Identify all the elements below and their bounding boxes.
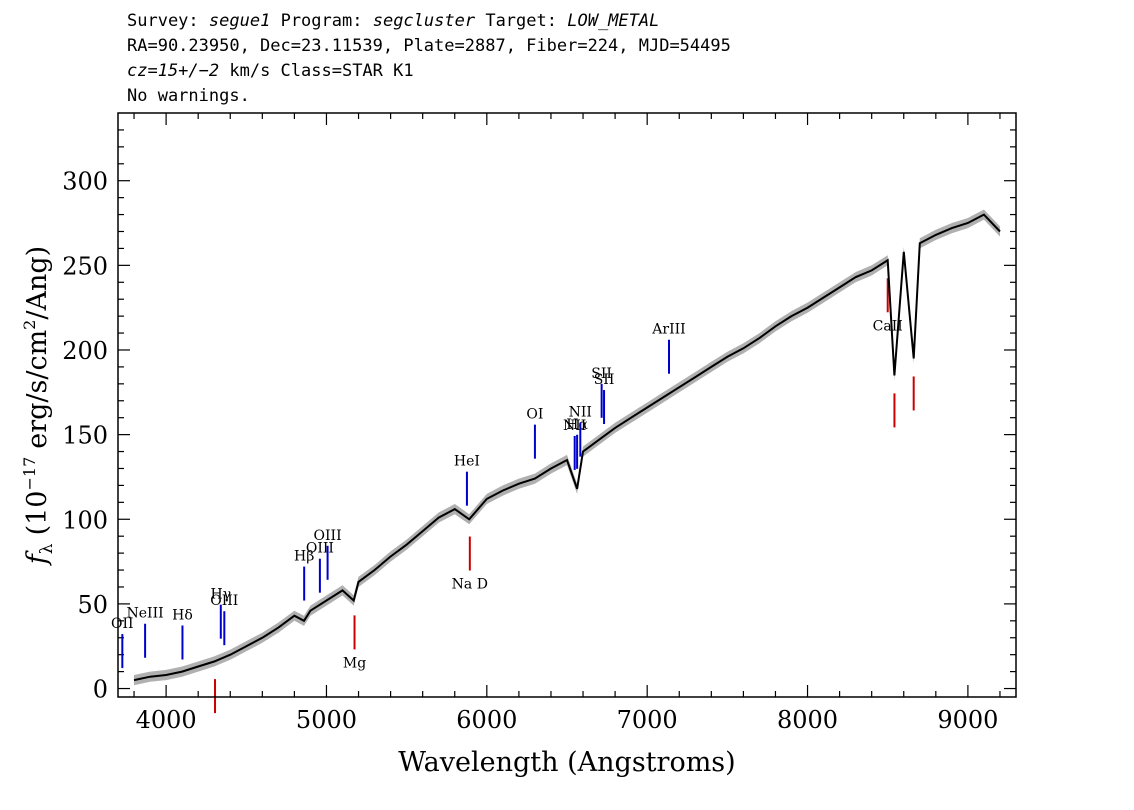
program-label: Program:	[280, 11, 363, 31]
y-axis-symbol: f	[22, 550, 53, 566]
cz-value: cz=15+/−2	[127, 61, 220, 81]
emission-line-label: Hβ	[294, 549, 314, 565]
x-axis-title: Wavelength (Angstroms)	[398, 747, 735, 778]
header-line-2: RA=90.23950, Dec=23.11539, Plate=2887, F…	[127, 36, 731, 56]
emission-line-label: NeIII	[127, 606, 164, 622]
x-tick-label: 7000	[617, 706, 678, 734]
x-tick-labels: 4000 5000 6000 7000 8000 9000	[136, 706, 999, 734]
target-value: LOW_METAL	[567, 11, 660, 31]
emission-line-label: Hγ	[210, 587, 231, 603]
emission-line-label: HeI	[454, 454, 480, 470]
spectrum-series	[133, 209, 1001, 686]
plot-frame	[117, 112, 1017, 698]
error-band	[134, 209, 1000, 686]
cz-units-class: km/s Class=STAR K1	[229, 61, 414, 81]
y-tick-label: 300	[62, 168, 108, 196]
spectrum-line	[133, 213, 1001, 682]
absorption-line-label: CaII	[873, 318, 903, 334]
target-label: Target:	[485, 11, 557, 31]
emission-line-label: NII	[569, 405, 592, 421]
emission-line-label: OIII	[314, 528, 342, 544]
y-axis-pre: (10	[22, 491, 53, 536]
y-tick-label: 250	[62, 252, 108, 280]
survey-value: segue1	[208, 11, 271, 31]
y-axis-subscript: λ	[37, 543, 57, 554]
y-tick-label: 50	[77, 591, 108, 619]
y-axis-exponent-2: 2	[20, 320, 39, 330]
header-line-1: Survey: segue1 Program: segcluster Targe…	[127, 11, 659, 31]
y-axis-post: /Ang)	[22, 246, 53, 320]
emission-line-label: OI	[526, 407, 543, 423]
header-line-4: No warnings.	[127, 86, 250, 106]
y-axis-exponent: −17	[20, 457, 39, 491]
x-tick-label: 4000	[136, 706, 197, 734]
absorption-line-label: Na D	[452, 577, 488, 593]
y-tick-label: 100	[62, 506, 108, 534]
y-axis-title: fλ (10−17 erg/s/cm2/Ang)	[20, 246, 57, 566]
axis-ticks	[118, 113, 1016, 697]
survey-label: Survey:	[127, 11, 199, 31]
x-tick-label: 8000	[777, 706, 838, 734]
emission-line-label: SII	[594, 372, 615, 388]
program-value: segcluster	[372, 11, 476, 31]
emission-line-label: ArIII	[651, 322, 685, 338]
y-axis-mid: erg/s/cm	[22, 330, 53, 449]
absorption-line-label: Mg	[343, 655, 366, 671]
emission-line-label: Hα	[566, 417, 588, 433]
emission-line-label: SII	[591, 366, 612, 382]
emission-line-label: Hδ	[172, 608, 193, 624]
y-tick-label: 150	[62, 422, 108, 450]
y-tick-labels: 0 50 100 150 200 250 300	[62, 168, 108, 704]
header-line-3: cz=15+/−2 km/s Class=STAR K1	[127, 61, 414, 81]
x-tick-label: 6000	[456, 706, 517, 734]
x-tick-label: 9000	[937, 706, 998, 734]
x-tick-label: 5000	[296, 706, 357, 734]
emission-line-label: OII	[111, 616, 134, 632]
y-tick-label: 0	[93, 676, 108, 704]
y-tick-label: 200	[62, 337, 108, 365]
emission-line-label: OIII	[210, 593, 238, 609]
